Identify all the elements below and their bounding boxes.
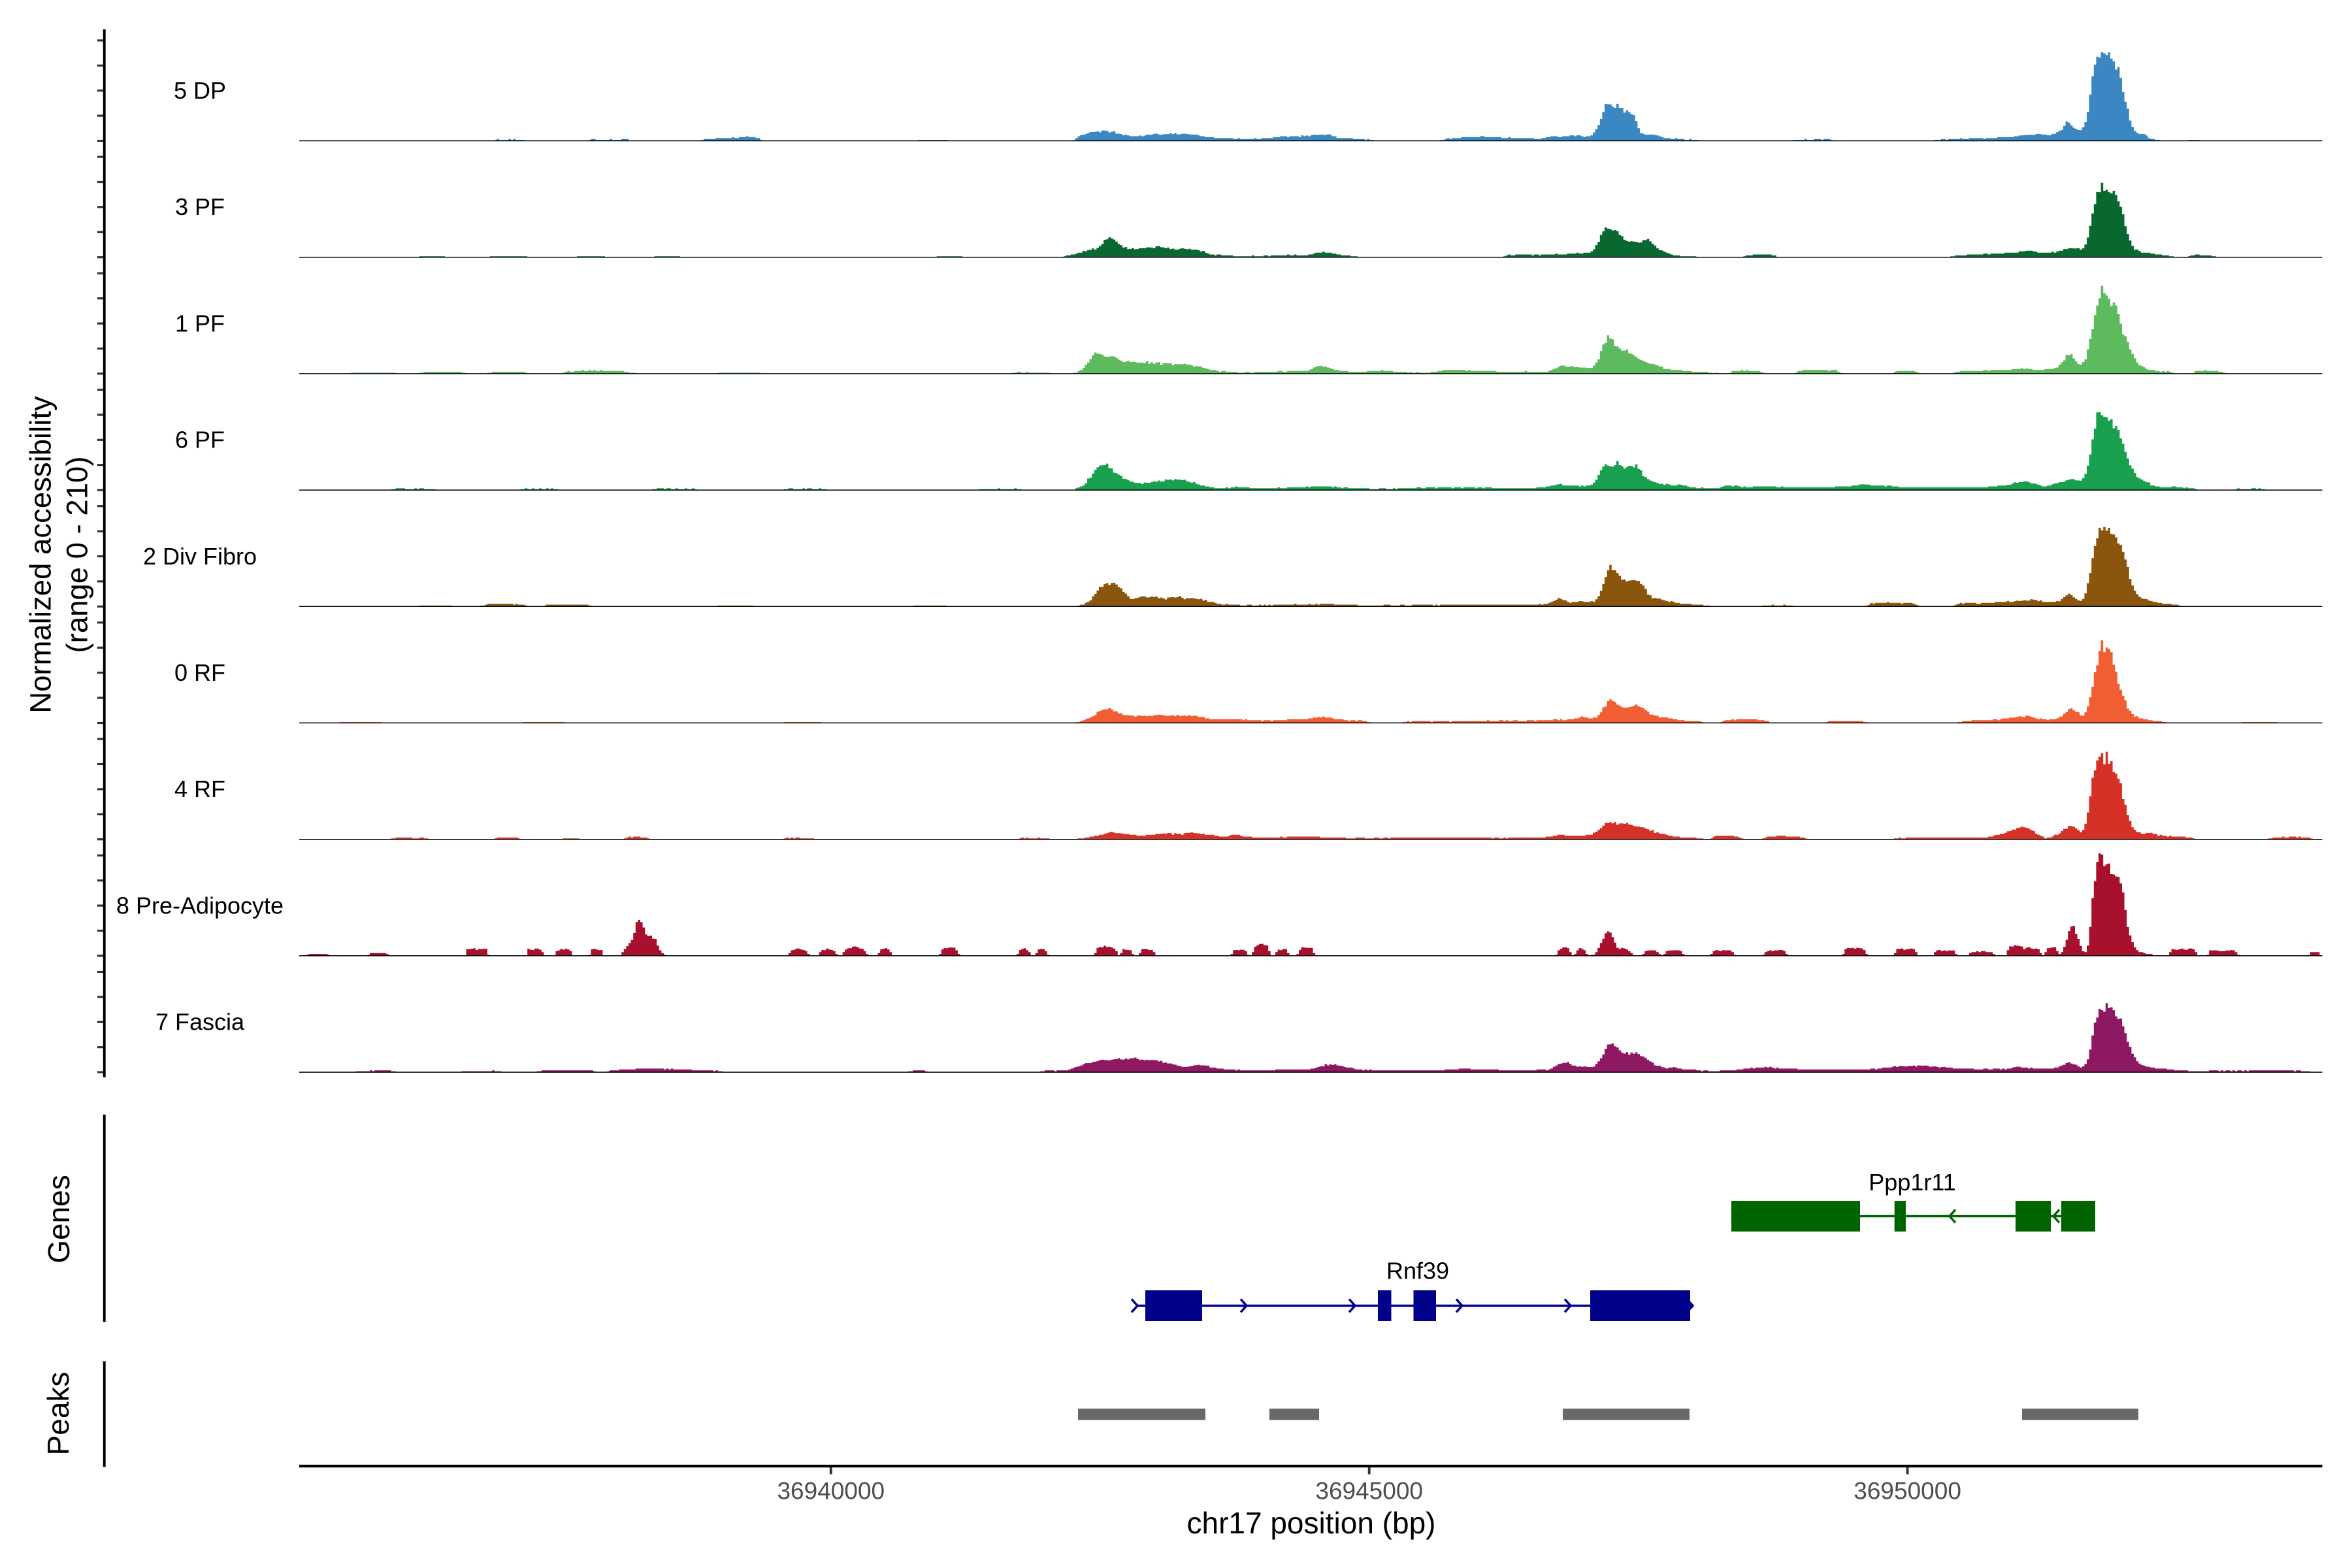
svg-text:7 Fascia: 7 Fascia xyxy=(155,1009,245,1036)
svg-text:36940000: 36940000 xyxy=(777,1477,885,1504)
svg-text:Rnf39: Rnf39 xyxy=(1386,1258,1449,1284)
svg-text:(range 0 - 210): (range 0 - 210) xyxy=(61,457,94,653)
svg-text:36945000: 36945000 xyxy=(1315,1477,1423,1504)
svg-text:0 RF: 0 RF xyxy=(174,659,225,686)
svg-text:1 PF: 1 PF xyxy=(175,310,225,336)
svg-text:Genes: Genes xyxy=(42,1175,76,1264)
svg-text:Ppp1r11: Ppp1r11 xyxy=(1869,1169,1955,1196)
svg-text:Normalized accessibility: Normalized accessibility xyxy=(24,396,57,713)
svg-text:6 PF: 6 PF xyxy=(175,427,225,453)
svg-text:4 RF: 4 RF xyxy=(174,776,225,802)
svg-text:36950000: 36950000 xyxy=(1854,1477,1961,1504)
svg-text:Peaks: Peaks xyxy=(41,1372,75,1456)
svg-text:chr17 position (bp): chr17 position (bp) xyxy=(1187,1506,1436,1540)
svg-text:2 Div Fibro: 2 Div Fibro xyxy=(143,543,257,570)
svg-text:5 DP: 5 DP xyxy=(174,77,226,104)
svg-text:8 Pre-Adipocyte: 8 Pre-Adipocyte xyxy=(116,892,284,919)
svg-text:3 PF: 3 PF xyxy=(175,193,225,220)
